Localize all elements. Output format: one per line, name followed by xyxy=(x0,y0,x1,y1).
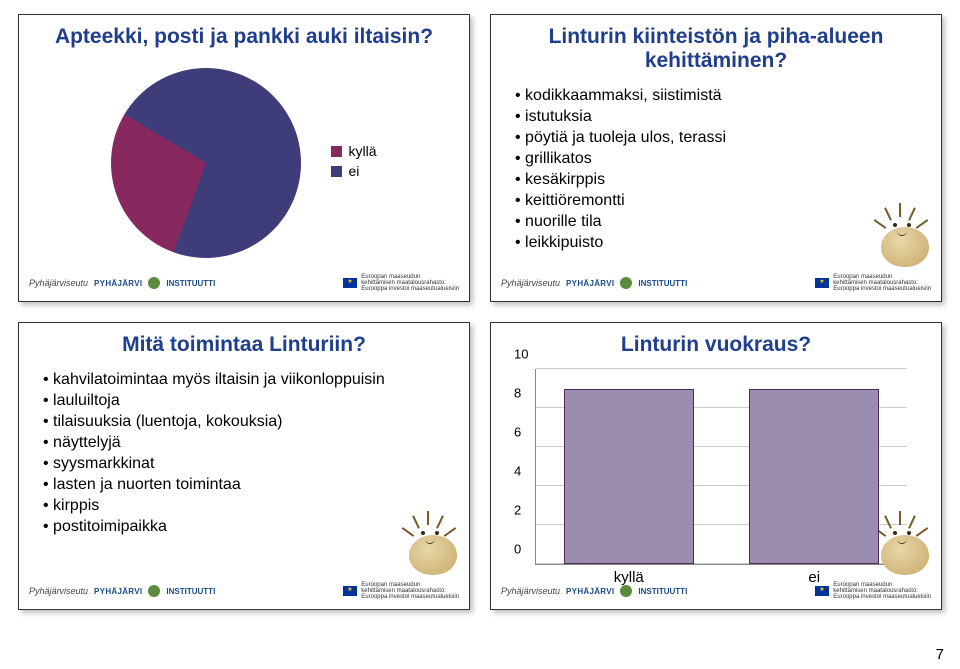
list-item: nuorille tila xyxy=(515,213,927,231)
y-tick-label: 6 xyxy=(514,425,521,440)
legend-swatch-ei xyxy=(331,166,342,177)
x-tick-label: kyllä xyxy=(614,569,644,586)
y-tick-label: 10 xyxy=(514,347,528,362)
list-item: leikkipuisto xyxy=(515,234,927,252)
panel-pie: Apteekki, posti ja pankki auki iltaisin?… xyxy=(18,14,470,302)
list-item: kahvilatoimintaa myös iltaisin ja viikon… xyxy=(43,371,455,389)
panel4-title: Linturin vuokraus? xyxy=(505,333,927,357)
panel-activities: Mitä toimintaa Linturiin? kahvilatoimint… xyxy=(18,322,470,610)
list-item: kodikkaammaksi, siistimistä xyxy=(515,87,927,105)
pie-legend: kyllä ei xyxy=(331,143,376,183)
y-tick-label: 2 xyxy=(514,503,521,518)
pie-wrap: kyllä ei xyxy=(33,63,455,263)
eu-flag-icon xyxy=(343,278,357,288)
list-item: postitoimipaikka xyxy=(43,518,455,536)
panel-bar: Linturin vuokraus? 0246810 kylläei Pyhäj… xyxy=(490,322,942,610)
eu-flag-icon xyxy=(815,278,829,288)
footer-logo-dot xyxy=(148,277,160,289)
x-tick-label: ei xyxy=(808,569,820,586)
list-item: syysmarkkinat xyxy=(43,455,455,473)
footer-eu3: Eurooppa investoi maaseutualueisiin xyxy=(361,286,459,292)
list-item: pöytiä ja tuoleja ulos, terassi xyxy=(515,129,927,147)
legend-item-kylla: kyllä xyxy=(331,143,376,159)
panel-dev: Linturin kiinteistön ja piha-alueen kehi… xyxy=(490,14,942,302)
panel3-bullets: kahvilatoimintaa myös iltaisin ja viikon… xyxy=(43,371,455,539)
legend-label-kylla: kyllä xyxy=(348,143,376,159)
panel-footer: Pyhäjärviseutu PYHÄJÄRVI INSTITUUTTI Eur… xyxy=(29,271,459,295)
footer-logo-text1: PYHÄJÄRVI xyxy=(566,279,614,288)
bar-chart: 0246810 kylläei xyxy=(535,369,907,565)
panel-footer: Pyhäjärviseutu PYHÄJÄRVI INSTITUUTTI Eur… xyxy=(501,579,931,603)
bars-container: kylläei xyxy=(536,369,907,564)
bar xyxy=(749,389,879,564)
mascot-icon xyxy=(401,517,465,579)
y-tick-label: 4 xyxy=(514,464,521,479)
list-item: näyttelyjä xyxy=(43,434,455,452)
list-item: tilaisuuksia (luentoja, kokouksia) xyxy=(43,413,455,431)
panel1-title: Apteekki, posti ja pankki auki iltaisin? xyxy=(33,25,455,49)
list-item: lauluiltoja xyxy=(43,392,455,410)
list-item: istutuksia xyxy=(515,108,927,126)
panel2-title: Linturin kiinteistön ja piha-alueen kehi… xyxy=(505,25,927,73)
footer-logo-text2: INSTITUUTTI xyxy=(166,279,215,288)
footer-logo-text2: INSTITUUTTI xyxy=(638,279,687,288)
panel3-title: Mitä toimintaa Linturiin? xyxy=(33,333,455,357)
page-number: 7 xyxy=(936,646,944,663)
legend-item-ei: ei xyxy=(331,163,376,179)
list-item: keittiöremontti xyxy=(515,192,927,210)
mascot-icon xyxy=(873,209,937,271)
footer-logo-text1: PYHÄJÄRVI xyxy=(94,279,142,288)
y-tick-label: 0 xyxy=(514,542,521,557)
list-item: grillikatos xyxy=(515,150,927,168)
legend-label-ei: ei xyxy=(348,163,359,179)
panel-footer: Pyhäjärviseutu PYHÄJÄRVI INSTITUUTTI Eur… xyxy=(29,579,459,603)
bar xyxy=(564,389,694,564)
panel-footer: Pyhäjärviseutu PYHÄJÄRVI INSTITUUTTI Eur… xyxy=(501,271,931,295)
list-item: kirppis xyxy=(43,497,455,515)
footer-logo-pyhajarvi: Pyhäjärviseutu xyxy=(29,278,88,288)
y-tick-label: 8 xyxy=(514,386,521,401)
list-item: kesäkirppis xyxy=(515,171,927,189)
eu-flag-icon xyxy=(815,586,829,596)
legend-swatch-kylla xyxy=(331,146,342,157)
eu-flag-icon xyxy=(343,586,357,596)
footer-logo-dot xyxy=(620,277,632,289)
list-item: lasten ja nuorten toimintaa xyxy=(43,476,455,494)
footer-logo-pyhajarvi: Pyhäjärviseutu xyxy=(501,278,560,288)
panel2-bullets: kodikkaammaksi, siistimistä istutuksia pöy… xyxy=(515,87,927,255)
pie-chart xyxy=(111,68,301,258)
